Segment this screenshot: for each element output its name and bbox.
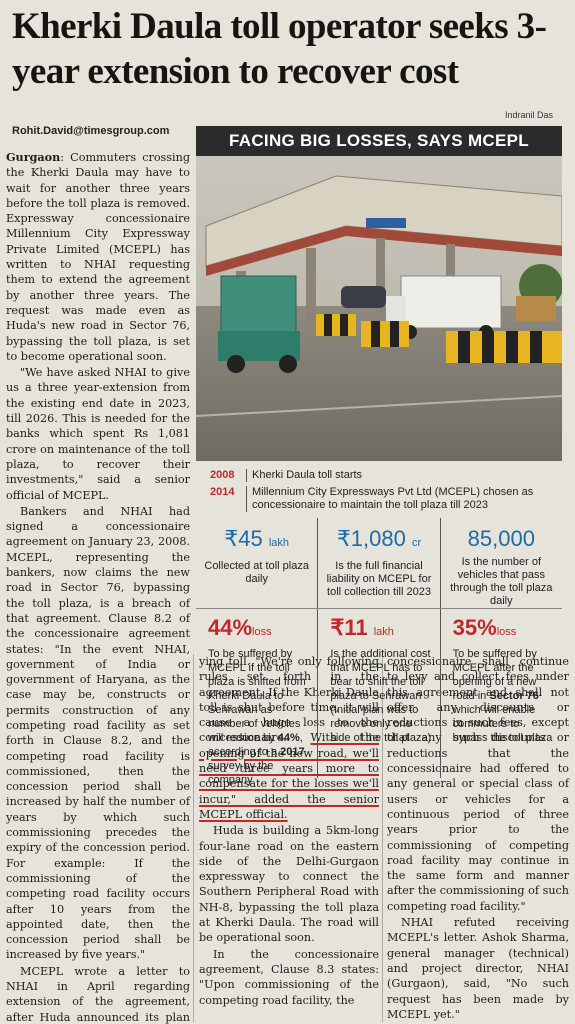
article-paragraph: NHAI refuted receiving MCEPL's letter. A… [387,916,569,1021]
photo-credit: Indranil Das [504,110,553,120]
loss-text: To be suffered by MCEPL if the toll plaz… [208,648,306,744]
article-paragraph: concessionaire shall continue to levy an… [387,655,569,913]
article-column-2: ying toll. "We're only following rules s… [199,654,379,1009]
timeline-item: 2014 Millennium City Expressways Pvt Ltd… [210,486,560,512]
timeline-item: 2008 Kherki Daula toll starts [210,469,560,482]
dateline: Gurgaon [6,150,61,164]
timeline-year: 2008 [210,469,235,481]
headline: Kherki Daula toll operator seeks 3-year … [12,6,547,92]
timeline-divider [246,486,247,512]
timeline-text: Kherki Daula toll starts [252,469,363,481]
timeline-year: 2014 [210,486,235,498]
stats-row: ₹45 lakh Collected at toll plaza daily ₹… [196,518,562,608]
article-paragraph: Bankers and NHAI had signed a concession… [6,504,190,962]
column-divider [382,654,383,1022]
stat-unit: cr [412,537,422,549]
article-paragraph: Gurgaon: Commuters crossing the Kherki D… [6,150,190,364]
loss-unit: loss [252,626,272,638]
loss-value: 35% [452,615,497,640]
loss-emphasis: Sector 76 [489,690,539,702]
loss-description: To be suffered by MCEPL if the toll plaz… [208,647,311,787]
timeline-divider [246,469,247,482]
loss-text: To be suffered by MCEPL after the openin… [452,648,537,702]
stat-unit: lakh [268,537,290,549]
article-paragraph: ying toll. "We're only following rules s… [199,654,379,822]
loss-description: To be suffered by MCEPL after the openin… [453,647,556,745]
stat-financial-liability: ₹1,080 cr Is the full financial liabilit… [317,518,439,608]
underlined-quote: With the opening of the new road, we'll … [199,731,379,821]
article-paragraph: "We have asked NHAI to give us a three y… [6,366,190,502]
article-paragraph: In the concessionaire agreement, Clause … [199,947,379,1007]
article-column-1: Gurgaon: Commuters crossing the Kherki D… [6,150,190,1024]
loss-shift-sehrawan: 44%loss To be suffered by MCEPL if the t… [196,609,317,786]
loss-value: ₹11 [330,615,368,640]
stat-vehicles-daily: 85,000 Is the number of vehicles that pa… [439,518,562,608]
loss-unit: lakh [373,626,394,638]
stat-description: Is the full financial liability on MCEPL… [326,560,432,598]
loss-emphasis: 2017 [280,746,305,758]
loss-description: Is the additional cost that MCEPL has to… [330,648,432,744]
article-paragraph: Huda is building a 5km-long four-lane ro… [199,824,379,945]
losses-row: 44%loss To be suffered by MCEPL if the t… [196,608,562,786]
loss-text: , according to a [208,732,303,758]
stat-value: 85,000 [467,526,535,551]
article-paragraph: MCEPL wrote a letter to NHAI in April re… [6,964,190,1024]
loss-text: which will enable commuters to bypass th… [452,704,553,744]
toll-plaza-illustration [196,156,562,461]
stat-value: ₹45 [224,526,263,551]
toll-plaza-photo [196,156,562,461]
loss-emphasis: 44% [277,732,300,744]
timeline: 2008 Kherki Daula toll starts 2014 Mille… [210,469,560,516]
road-barriers [316,314,562,363]
loss-sector-76: 35%loss To be suffered by MCEPL after th… [439,609,562,778]
column-divider [193,654,194,1022]
stat-value: ₹1,080 [336,526,406,551]
loss-text: survey by the company [208,760,274,786]
byline: Rohit.David@timesgroup.com [12,125,170,137]
loss-additional-cost: ₹11 lakh Is the additional cost that MCE… [317,609,439,778]
loss-value: 44% [208,615,253,640]
article-column-3: concessionaire shall continue to levy an… [387,654,569,1023]
timeline-text: Millennium City Expressways Pvt Ltd (MCE… [252,486,534,511]
paragraph-text: : Commuters crossing the Kherki Daula ma… [6,151,190,363]
loss-unit: loss [496,626,517,638]
stat-description: Is the number of vehicles that pass thro… [450,556,553,607]
stat-description: Collected at toll plaza daily [204,560,309,585]
infographic-banner: FACING BIG LOSSES, SAYS MCEPL [196,126,562,156]
stat-daily-collection: ₹45 lakh Collected at toll plaza daily [196,518,317,608]
paragraph-text: ying toll. "We're only following rules s… [199,655,379,745]
